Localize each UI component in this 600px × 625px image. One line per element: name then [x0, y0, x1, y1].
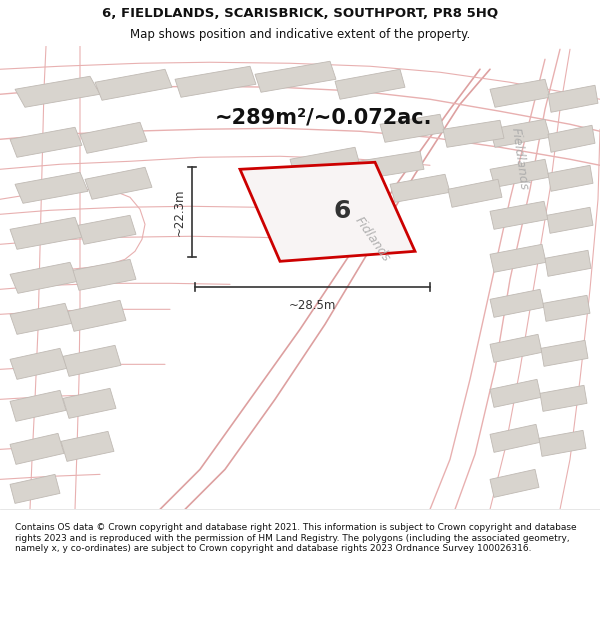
Polygon shape [10, 391, 66, 421]
Polygon shape [490, 201, 548, 229]
Polygon shape [15, 173, 88, 203]
Polygon shape [15, 76, 100, 108]
Polygon shape [490, 289, 544, 318]
Polygon shape [68, 301, 126, 331]
Polygon shape [490, 244, 546, 272]
Polygon shape [548, 85, 598, 112]
Text: 6: 6 [334, 199, 351, 223]
Polygon shape [240, 162, 415, 261]
Polygon shape [490, 469, 539, 498]
Polygon shape [545, 250, 591, 276]
Polygon shape [290, 148, 360, 178]
Polygon shape [95, 69, 172, 100]
Polygon shape [490, 379, 541, 408]
Polygon shape [175, 66, 256, 98]
Polygon shape [443, 120, 504, 148]
Polygon shape [335, 69, 405, 99]
Polygon shape [10, 433, 64, 464]
Polygon shape [10, 474, 60, 503]
Text: ~22.3m: ~22.3m [173, 189, 186, 236]
Text: ~28.5m: ~28.5m [289, 299, 336, 312]
Polygon shape [543, 296, 590, 321]
Polygon shape [80, 122, 147, 153]
Polygon shape [490, 159, 549, 188]
Text: Contains OS data © Crown copyright and database right 2021. This information is : Contains OS data © Crown copyright and d… [15, 523, 577, 553]
Polygon shape [448, 179, 502, 208]
Polygon shape [255, 61, 336, 92]
Polygon shape [380, 114, 445, 142]
Polygon shape [73, 259, 136, 291]
Polygon shape [10, 262, 78, 293]
Polygon shape [61, 431, 114, 461]
Polygon shape [10, 127, 82, 158]
Polygon shape [490, 119, 550, 148]
Text: Map shows position and indicative extent of the property.: Map shows position and indicative extent… [130, 28, 470, 41]
Polygon shape [85, 168, 152, 199]
Text: Fieldlands: Fieldlands [509, 127, 531, 191]
Polygon shape [548, 125, 595, 152]
Text: 6, FIELDLANDS, SCARISBRICK, SOUTHPORT, PR8 5HQ: 6, FIELDLANDS, SCARISBRICK, SOUTHPORT, P… [102, 8, 498, 21]
Text: ~289m²/~0.072ac.: ~289m²/~0.072ac. [215, 107, 433, 127]
Polygon shape [490, 424, 540, 452]
Polygon shape [390, 174, 450, 203]
Polygon shape [540, 386, 587, 411]
Polygon shape [547, 208, 593, 233]
Polygon shape [63, 388, 116, 418]
Polygon shape [10, 303, 72, 334]
Polygon shape [10, 348, 67, 379]
Polygon shape [490, 79, 550, 107]
Polygon shape [490, 334, 542, 362]
Polygon shape [539, 431, 586, 456]
Polygon shape [541, 341, 588, 366]
Polygon shape [10, 217, 82, 249]
Polygon shape [548, 165, 593, 191]
Polygon shape [78, 215, 136, 244]
Polygon shape [63, 346, 121, 376]
Text: Fidlands: Fidlands [352, 214, 392, 264]
Polygon shape [358, 151, 424, 179]
